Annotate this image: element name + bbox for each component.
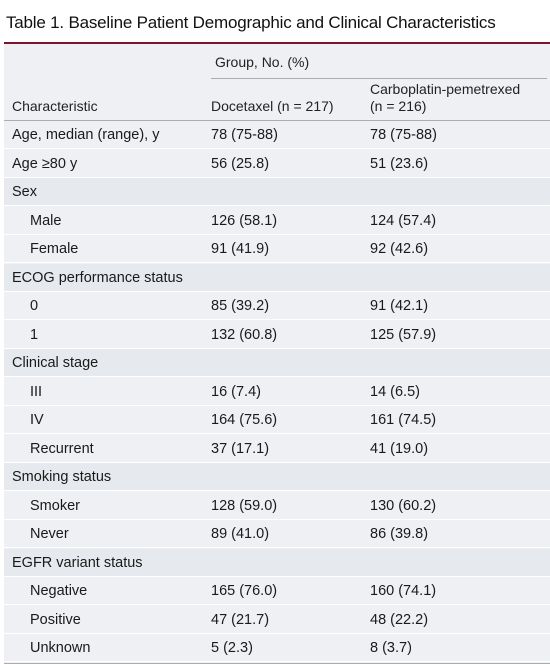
group-header: Group, No. (%) xyxy=(215,54,310,70)
row-label: Positive xyxy=(30,611,81,628)
docetaxel-value: 37 (17.1) xyxy=(211,440,270,457)
table-row: Unknown 5 (2.3) 8 (3.7) xyxy=(4,634,550,662)
docetaxel-value: 165 (76.0) xyxy=(211,583,278,599)
row-label: EGFR variant status xyxy=(12,554,143,571)
docetaxel-value: 164 (75.6) xyxy=(211,412,278,428)
carboplatin-value: 160 (74.1) xyxy=(370,583,437,599)
section-row: ECOG performance status xyxy=(4,263,550,292)
docetaxel-value: 128 (59.0) xyxy=(211,497,278,514)
section-row: Sex xyxy=(4,178,550,206)
column-header-carboplatin-line2: (n = 216) xyxy=(370,98,427,114)
table-row: Positive 47 (21.7) 48 (22.2) xyxy=(4,606,550,634)
table-row: Age ≥80 y 56 (25.8) 51 (23.6) xyxy=(4,150,550,178)
carboplatin-value: 130 (60.2) xyxy=(370,497,437,514)
row-label: IV xyxy=(30,412,44,428)
table-row: Male 126 (58.1) 124 (57.4) xyxy=(4,207,550,235)
table-row: Female 91 (41.9) 92 (42.6) xyxy=(4,235,550,263)
row-label: Age, median (range), y xyxy=(12,127,160,143)
docetaxel-value: 16 (7.4) xyxy=(211,383,261,400)
section-row: EGFR variant status xyxy=(4,548,550,577)
table-row: Never 89 (41.0) 86 (39.8) xyxy=(4,520,550,548)
column-header-characteristic: Characteristic xyxy=(12,98,98,114)
column-header-carboplatin: Carboplatin-pemetrexed (n = 216) xyxy=(370,81,520,115)
row-label: Smoker xyxy=(30,497,80,514)
table-row: 1 132 (60.8) 125 (57.9) xyxy=(4,321,550,349)
docetaxel-value: 47 (21.7) xyxy=(211,611,270,628)
docetaxel-value: 5 (2.3) xyxy=(211,640,253,656)
table-row: Negative 165 (76.0) 160 (74.1) xyxy=(4,577,550,605)
row-label: Never xyxy=(30,526,69,542)
docetaxel-value: 78 (75-88) xyxy=(211,127,278,143)
carboplatin-value: 124 (57.4) xyxy=(370,212,437,229)
carboplatin-value: 86 (39.8) xyxy=(370,526,429,542)
carboplatin-value: 78 (75-88) xyxy=(370,127,437,143)
table-title: Table 1. Baseline Patient Demographic an… xyxy=(0,0,550,42)
row-label: ECOG performance status xyxy=(12,269,183,286)
column-header-docetaxel: Docetaxel (n = 217) xyxy=(211,98,334,114)
row-label: Sex xyxy=(12,184,37,200)
row-label: Smoking status xyxy=(12,469,112,485)
carboplatin-value: 125 (57.9) xyxy=(370,326,437,343)
header-rule xyxy=(4,120,550,121)
table-row: III 16 (7.4) 14 (6.5) xyxy=(4,378,550,406)
docetaxel-value: 126 (58.1) xyxy=(211,212,278,229)
data-table: Group, No. (%) Characteristic Docetaxel … xyxy=(4,42,550,664)
docetaxel-value: 56 (25.8) xyxy=(211,155,270,172)
table-row: 0 85 (39.2) 91 (42.1) xyxy=(4,292,550,320)
table-row: IV 164 (75.6) 161 (74.5) xyxy=(4,406,550,434)
docetaxel-value: 91 (41.9) xyxy=(211,241,270,257)
row-label: Female xyxy=(30,241,79,257)
section-row: Smoking status xyxy=(4,463,550,491)
docetaxel-value: 89 (41.0) xyxy=(211,526,270,542)
table-row: Age, median (range), y 78 (75-88) 78 (75-8… xyxy=(4,121,550,149)
carboplatin-value: 14 (6.5) xyxy=(370,383,420,400)
row-label: Recurrent xyxy=(30,440,94,457)
table-row: Smoker 128 (59.0) 130 (60.2) xyxy=(4,492,550,520)
row-label: III xyxy=(30,383,43,400)
section-row: Clinical stage xyxy=(4,349,550,377)
column-header-carboplatin-line1: Carboplatin-pemetrexed xyxy=(370,81,521,97)
carboplatin-value: 91 (42.1) xyxy=(370,298,429,314)
docetaxel-value: 85 (39.2) xyxy=(211,298,270,314)
carboplatin-value: 8 (3.7) xyxy=(370,640,412,656)
carboplatin-value: 161 (74.5) xyxy=(370,412,437,428)
row-label: 0 xyxy=(30,298,39,314)
docetaxel-value: 132 (60.8) xyxy=(211,326,278,343)
row-label: Age ≥80 y xyxy=(12,155,78,172)
row-label: Negative xyxy=(30,583,88,599)
row-label: Male xyxy=(30,212,62,229)
carboplatin-value: 51 (23.6) xyxy=(370,155,429,172)
carboplatin-value: 48 (22.2) xyxy=(370,611,429,628)
bottom-rule xyxy=(4,663,550,664)
table-row: Recurrent 37 (17.1) 41 (19.0) xyxy=(4,435,550,463)
group-header-rule xyxy=(211,78,547,79)
row-label: Unknown xyxy=(30,640,91,656)
row-label: Clinical stage xyxy=(12,355,99,371)
carboplatin-value: 41 (19.0) xyxy=(370,440,429,457)
row-label: 1 xyxy=(30,326,39,343)
carboplatin-value: 92 (42.6) xyxy=(370,241,429,257)
